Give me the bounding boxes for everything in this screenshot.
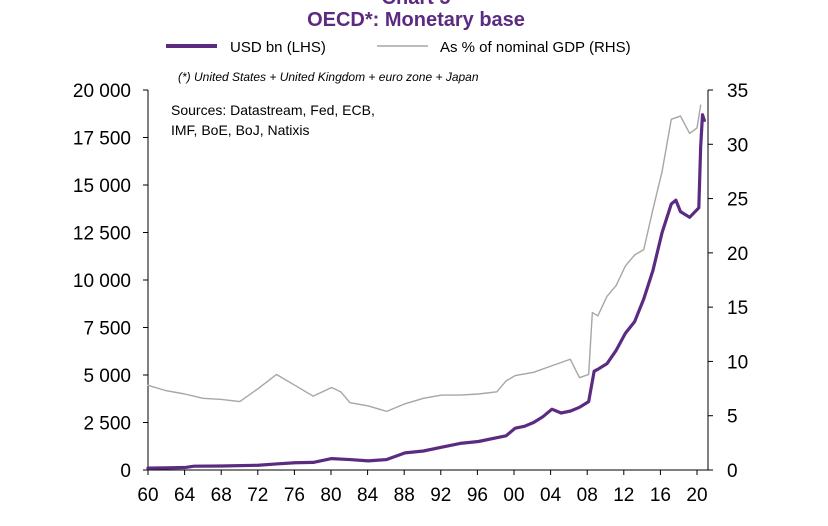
x-tick-label: 80 (320, 485, 341, 506)
y-right-tick-label: 10 (727, 352, 748, 373)
x-tick-label: 16 (650, 485, 671, 506)
chart-title: OECD*: Monetary base (307, 9, 525, 31)
x-tick-label: 00 (503, 485, 524, 506)
x-tick-label: 08 (577, 485, 598, 506)
x-tick-label: 12 (613, 485, 634, 506)
legend: USD bn (LHS) As % of nominal GDP (RHS) (166, 39, 631, 56)
sources-line-1: Sources: Datastream, Fed, ECB, (171, 102, 375, 118)
x-tick-label: 88 (394, 485, 415, 506)
x-tick-label: 20 (686, 485, 707, 506)
y-left-tick-label: 17 500 (73, 129, 131, 150)
x-tick-label: 76 (284, 485, 305, 506)
x-tick-label: 84 (357, 485, 379, 506)
y-right-tick-label: 0 (727, 461, 738, 482)
y-right-tick-label: 5 (727, 407, 738, 428)
y-left-tick-label: 15 000 (73, 176, 131, 197)
series-gdp-pct-line (147, 104, 702, 413)
legend-label-usd: USD bn (LHS) (230, 39, 326, 56)
y-right-tick-label: 15 (727, 298, 748, 319)
sources-line-2: IMF, BoE, BoJ, Natixis (171, 122, 309, 138)
y-left-tick-label: 7 500 (83, 319, 131, 340)
y-right-tick-label: 20 (727, 244, 748, 265)
y-left-tick-label: 10 000 (73, 271, 131, 292)
footnote: (*) United States + United Kingdom + eur… (178, 70, 479, 84)
x-tick-label: 96 (467, 485, 488, 506)
y-right-tick-label: 35 (727, 81, 748, 102)
y-right-tick-label: 30 (727, 135, 748, 156)
y-left-tick-label: 0 (120, 461, 131, 482)
x-tick-label: 04 (540, 485, 562, 506)
series-usd-bn-line (146, 113, 706, 470)
y-right-tick-label: 25 (727, 190, 748, 211)
x-tick-label: 72 (247, 485, 268, 506)
chart-title-partial: Chart 5 (382, 0, 451, 9)
y-left-tick-label: 12 500 (73, 224, 131, 245)
y-left-tick-label: 5 000 (83, 366, 131, 387)
x-tick-label: 92 (430, 485, 451, 506)
legend-label-gdp: As % of nominal GDP (RHS) (440, 39, 631, 56)
x-tick-label: 68 (211, 485, 232, 506)
x-tick-label: 64 (174, 485, 196, 506)
y-left-tick-label: 2 500 (83, 414, 131, 435)
y-left-tick-label: 20 000 (73, 81, 131, 102)
x-tick-label: 60 (137, 485, 158, 506)
